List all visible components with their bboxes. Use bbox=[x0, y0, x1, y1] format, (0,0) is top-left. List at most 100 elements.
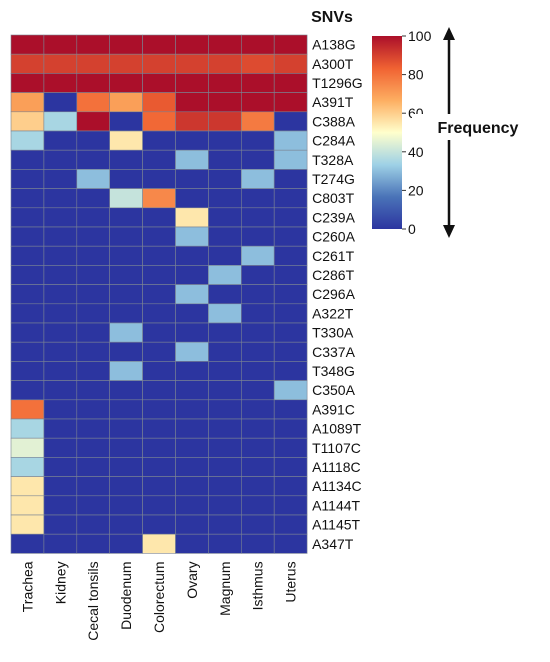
row-label: T330A bbox=[312, 325, 354, 341]
heatmap-cell bbox=[175, 245, 209, 266]
heatmap-cell bbox=[76, 361, 111, 381]
heatmap-cell bbox=[175, 92, 209, 113]
heatmap-cell bbox=[175, 284, 209, 305]
heatmap-cell bbox=[208, 341, 242, 362]
heatmap-cell bbox=[241, 380, 275, 401]
heatmap-cell bbox=[10, 322, 45, 343]
heatmap-cell bbox=[142, 284, 176, 305]
heatmap-cell bbox=[208, 284, 242, 305]
heatmap-cell bbox=[142, 130, 176, 151]
heatmap-cell bbox=[43, 514, 78, 535]
heatmap-cell bbox=[241, 111, 275, 132]
heatmap-cell bbox=[76, 418, 111, 439]
heatmap-cell bbox=[241, 73, 275, 93]
row-label: T1107C bbox=[312, 440, 361, 456]
heatmap-cell bbox=[109, 265, 143, 285]
frequency-label-background bbox=[412, 114, 548, 140]
heatmap-cell bbox=[273, 303, 308, 324]
heatmap-cell bbox=[76, 130, 111, 151]
heatmap-cell bbox=[76, 207, 111, 228]
heatmap-cell bbox=[273, 92, 308, 113]
row-label: C296A bbox=[312, 286, 355, 302]
heatmap-cell bbox=[142, 73, 176, 93]
heatmap-cell bbox=[241, 514, 275, 535]
heatmap-cell bbox=[142, 34, 176, 55]
row-label: C260A bbox=[312, 229, 355, 245]
heatmap-cell bbox=[76, 341, 111, 362]
heatmap-cell bbox=[175, 514, 209, 535]
heatmap-cell bbox=[10, 92, 45, 113]
row-label: T1296G bbox=[312, 75, 363, 91]
heatmap-cell bbox=[43, 361, 78, 381]
heatmap-cell bbox=[273, 34, 308, 55]
heatmap-cell bbox=[142, 476, 176, 497]
column-label: Isthmus bbox=[250, 561, 266, 610]
heatmap-cell bbox=[208, 149, 242, 170]
heatmap-cell bbox=[76, 303, 111, 324]
heatmap-cell bbox=[208, 476, 242, 497]
heatmap-cell bbox=[109, 341, 143, 362]
arrow-up-icon bbox=[443, 27, 455, 40]
heatmap-cell bbox=[142, 380, 176, 401]
heatmap-cell bbox=[175, 380, 209, 401]
heatmap-cell bbox=[142, 399, 176, 420]
heatmap-cell bbox=[175, 476, 209, 497]
heatmap-cell bbox=[208, 130, 242, 151]
row-label: A300T bbox=[312, 56, 354, 72]
heatmap-cell bbox=[43, 169, 78, 189]
heatmap-cell bbox=[273, 73, 308, 93]
heatmap-cell bbox=[43, 245, 78, 266]
heatmap-cell bbox=[43, 92, 78, 113]
heatmap-cell bbox=[142, 533, 176, 554]
heatmap-cell bbox=[241, 361, 275, 381]
heatmap-cell bbox=[76, 73, 111, 93]
heatmap-cell bbox=[175, 341, 209, 362]
heatmap-cell bbox=[142, 92, 176, 113]
heatmap-cell bbox=[76, 533, 111, 554]
heatmap-cell bbox=[241, 341, 275, 362]
heatmap-cell bbox=[208, 188, 242, 209]
heatmap-cell bbox=[109, 303, 143, 324]
heatmap-cell bbox=[208, 245, 242, 266]
heatmap-cell bbox=[109, 437, 143, 458]
heatmap-cell bbox=[109, 149, 143, 170]
row-label: C261T bbox=[312, 248, 354, 264]
heatmap-cell bbox=[208, 169, 242, 189]
heatmap-cell bbox=[10, 207, 45, 228]
heatmap-cell bbox=[175, 130, 209, 151]
heatmap-cell bbox=[273, 245, 308, 266]
heatmap-cell bbox=[10, 34, 45, 55]
frequency-arrow: Frequency bbox=[412, 27, 548, 238]
heatmap-cell bbox=[175, 265, 209, 285]
row-label: A322T bbox=[312, 305, 354, 321]
heatmap-cell bbox=[208, 34, 242, 55]
heatmap-cell bbox=[10, 437, 45, 458]
heatmap-cell bbox=[10, 169, 45, 189]
heatmap-cell bbox=[76, 34, 111, 55]
heatmap-cell bbox=[142, 226, 176, 247]
colorbar-gradient bbox=[372, 36, 402, 229]
heatmap-cell bbox=[43, 476, 78, 497]
heatmap-cell bbox=[76, 92, 111, 113]
heatmap-cell bbox=[208, 226, 242, 247]
heatmap-cell bbox=[43, 341, 78, 362]
row-label: C286T bbox=[312, 267, 354, 283]
heatmap-cell bbox=[43, 495, 78, 516]
colorbar-tick-label: 100 bbox=[408, 28, 432, 44]
heatmap-cell bbox=[142, 322, 176, 343]
heatmap-cell bbox=[208, 111, 242, 132]
column-label: Uterus bbox=[283, 561, 299, 602]
row-label: A347T bbox=[312, 536, 354, 552]
heatmap-cell bbox=[43, 130, 78, 151]
row-label: C239A bbox=[312, 209, 355, 225]
heatmap-cell bbox=[109, 399, 143, 420]
heatmap-cell bbox=[175, 226, 209, 247]
heatmap-cell bbox=[142, 457, 176, 477]
heatmap-cell bbox=[208, 322, 242, 343]
row-label: A1089T bbox=[312, 421, 361, 437]
heatmap-cell bbox=[241, 495, 275, 516]
heatmap-cell bbox=[175, 188, 209, 209]
heatmap-cell bbox=[142, 53, 176, 74]
heatmap-cell bbox=[241, 207, 275, 228]
heatmap-cell bbox=[142, 149, 176, 170]
